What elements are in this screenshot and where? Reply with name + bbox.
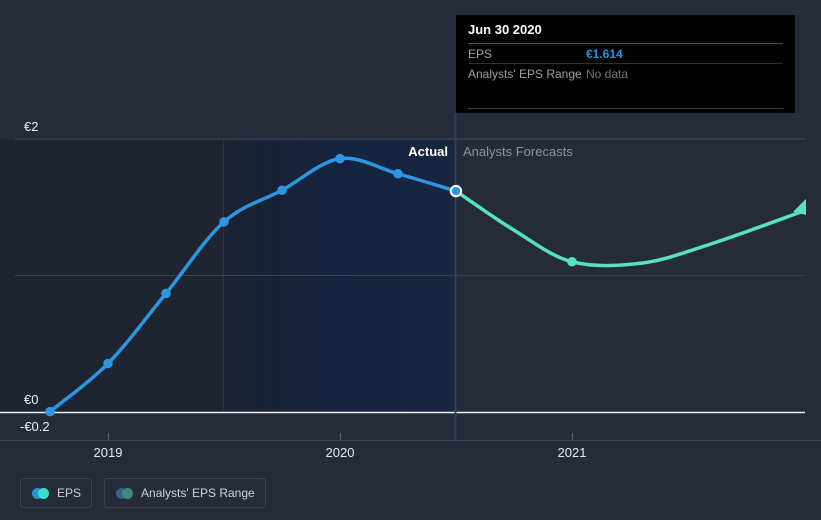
tooltip-eps-value: €1.614	[586, 46, 623, 61]
tooltip-range-label: Analysts' EPS Range	[468, 66, 582, 81]
legend: EPS Analysts' EPS Range	[20, 478, 266, 508]
data-point[interactable]	[393, 168, 403, 179]
legend-item-analysts-eps-range[interactable]: Analysts' EPS Range	[104, 478, 266, 508]
y-axis-label-neg02eur: -€0.2	[20, 419, 50, 434]
data-point[interactable]	[335, 153, 345, 164]
x-axis-label-2021: 2021	[557, 445, 587, 460]
highlighted-data-point[interactable]	[449, 184, 463, 198]
tooltip-row-range: Analysts' EPS Range No data	[468, 64, 783, 83]
tooltip-row-eps: EPS €1.614	[468, 44, 783, 64]
eps-series-icon	[32, 487, 49, 499]
tooltip-range-value: No data	[586, 66, 629, 81]
forecast-region-label: Analysts Forecasts	[463, 144, 573, 159]
data-point[interactable]	[161, 288, 171, 299]
legend-analysts-range-label: Analysts' EPS Range	[141, 486, 255, 500]
x-axis-label-2020: 2020	[325, 445, 355, 460]
forecast-end-arrow-icon	[793, 198, 806, 215]
data-point[interactable]	[277, 185, 287, 196]
legend-item-eps[interactable]: EPS	[20, 478, 93, 508]
series-layer	[45, 153, 806, 417]
actual-region-label: Actual	[408, 144, 448, 159]
legend-eps-label: EPS	[57, 486, 82, 500]
eps-actual-line	[48, 156, 458, 414]
analysts-forecast-line	[454, 189, 806, 268]
tooltip-date-title: Jun 30 2020	[468, 22, 783, 44]
tooltip-bottom-rule	[468, 108, 783, 109]
data-point[interactable]	[219, 217, 229, 227]
data-point[interactable]	[45, 406, 55, 417]
tooltip-eps-label: EPS	[468, 46, 493, 61]
y-axis-label-2eur: €2	[24, 119, 39, 134]
data-point[interactable]	[103, 358, 113, 369]
data-point[interactable]	[567, 256, 577, 267]
analysts-range-series-icon	[116, 487, 134, 499]
x-axis-label-2019: 2019	[93, 445, 123, 460]
y-axis-label-0eur: €0	[24, 392, 39, 407]
tooltip: Jun 30 2020 EPS €1.614 Analysts' EPS Ran…	[456, 15, 795, 113]
